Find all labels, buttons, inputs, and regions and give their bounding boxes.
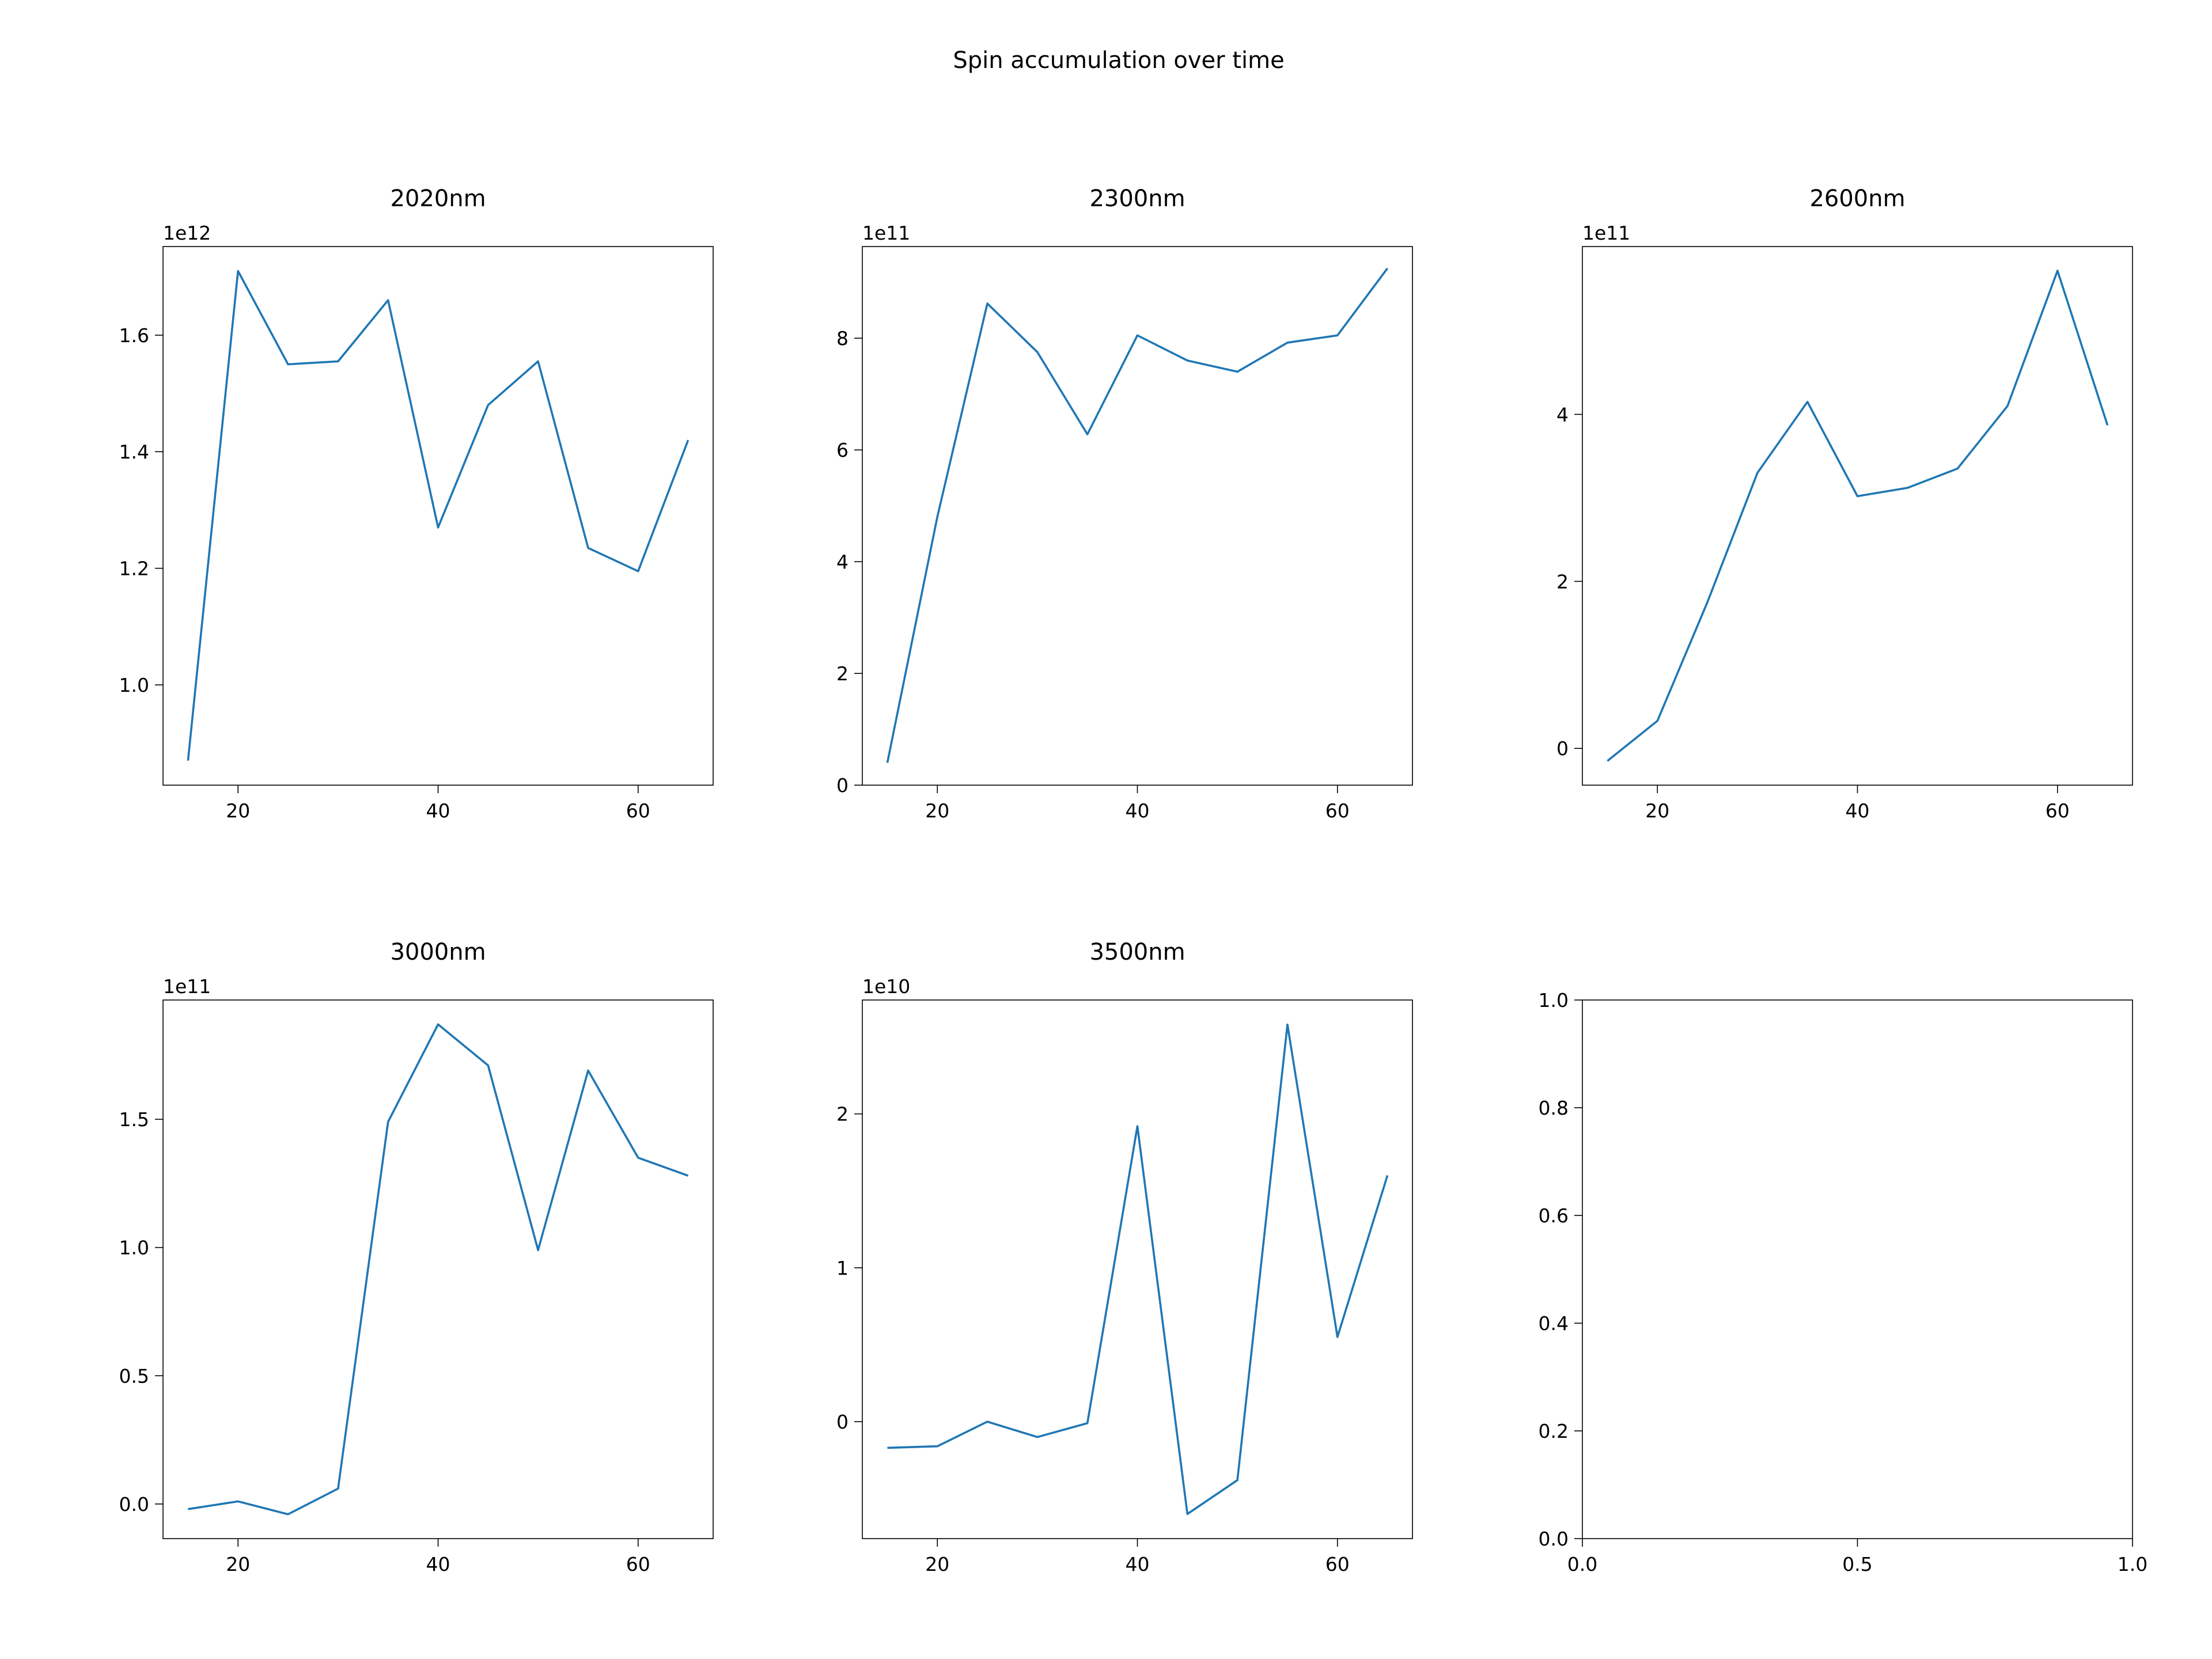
series-line-1: [188, 1023, 689, 1516]
y-offset-text: 1e11: [862, 222, 910, 244]
subplot-6: 0.0 0.5 1.0 0.0 0.2 0.4 0.6 0.8 1.0: [1539, 989, 2148, 1575]
y-offset-text: 1e11: [1582, 222, 1630, 244]
y-tick-label: 4: [836, 551, 849, 573]
series-line-1: [1607, 270, 2109, 762]
y-tick-label: 1.4: [119, 441, 149, 463]
x-tick-label: 40: [1846, 800, 1870, 822]
x-tick-label: 60: [2046, 800, 2070, 822]
y-tick-label: 1.0: [119, 674, 149, 696]
series-line-1: [887, 1023, 1389, 1516]
y-tick-label: 4: [1556, 403, 1569, 426]
axes-frame: [162, 999, 714, 1539]
x-tick-label: 20: [1645, 800, 1669, 822]
y-tick-label: 0.4: [1539, 1312, 1569, 1335]
subplot-1: 20 40 60 1.0 1.2 1.4 1.6 1e12 2020nm: [119, 185, 714, 822]
x-tick-label: 40: [426, 1553, 450, 1575]
y-tick-label: 1.5: [119, 1108, 149, 1131]
subplot-title: 2300nm: [1089, 185, 1185, 212]
y-tick-label: 0.8: [1539, 1097, 1569, 1119]
figure-title: Spin accumulation over time: [953, 47, 1284, 74]
y-tick-label: 0.0: [1539, 1528, 1569, 1550]
y-offset-text: 1e11: [163, 975, 211, 998]
y-tick-label: 1.2: [119, 558, 149, 580]
x-tick-label: 20: [925, 800, 949, 822]
x-tick-label: 60: [626, 800, 650, 822]
x-tick-label: 20: [226, 1553, 250, 1575]
x-tick-label: 0.5: [1842, 1553, 1872, 1575]
y-tick-label: 0: [836, 774, 849, 797]
y-tick-label: 0: [1556, 737, 1569, 760]
y-tick-label: 2: [836, 1103, 849, 1126]
y-tick-label: 1.0: [119, 1237, 149, 1259]
axes-frame: [162, 246, 714, 786]
y-tick-label: 2: [836, 662, 849, 685]
y-tick-label: 8: [836, 327, 849, 350]
subplot-3: 20 40 60 0 2 4 1e11 2600nm: [1556, 185, 2133, 822]
y-tick-label: 2: [1556, 570, 1569, 593]
x-tick-label: 20: [226, 800, 250, 822]
y-tick-label: 0.0: [119, 1493, 149, 1516]
y-tick-label: 1.6: [119, 324, 149, 347]
subplot-5: 20 40 60 0 1 2 1e10 3500nm: [836, 939, 1413, 1575]
subplot-title: 2600nm: [1809, 185, 1905, 212]
x-tick-label: 40: [1126, 800, 1150, 822]
x-tick-label: 60: [1325, 1553, 1350, 1575]
x-tick-label: 40: [1126, 1553, 1150, 1575]
subplot-title: 3000nm: [390, 939, 486, 965]
y-tick-label: 0.2: [1539, 1420, 1569, 1442]
subplot-title: 3500nm: [1089, 939, 1185, 965]
y-tick-label: 6: [836, 439, 849, 461]
y-tick-label: 1: [836, 1257, 849, 1279]
y-tick-label: 0: [836, 1411, 849, 1433]
y-tick-label: 0.6: [1539, 1205, 1569, 1227]
x-tick-label: 60: [1325, 800, 1350, 822]
y-tick-label: 1.0: [1539, 989, 1569, 1012]
subplot-4: 20 40 60 0.0 0.5 1.0 1.5 1e11 3000nm: [119, 939, 714, 1575]
x-tick-label: 60: [626, 1553, 650, 1575]
x-tick-label: 1.0: [2118, 1553, 2147, 1575]
series-line-1: [886, 267, 1389, 763]
axes-frame: [1582, 999, 2133, 1539]
x-tick-label: 40: [426, 800, 450, 822]
x-tick-label: 0.0: [1567, 1553, 1597, 1575]
subplot-2: 20 40 60 0 2 4 6 8 1e11 2300nm: [836, 185, 1413, 822]
y-offset-text: 1e12: [163, 222, 211, 244]
subplot-title: 2020nm: [390, 185, 486, 212]
series-line-1: [187, 270, 690, 761]
x-tick-label: 20: [925, 1553, 949, 1575]
y-offset-text: 1e10: [862, 975, 910, 998]
y-tick-label: 0.5: [119, 1365, 149, 1387]
axes-frame: [862, 999, 1413, 1539]
axes-frame: [862, 246, 1413, 786]
